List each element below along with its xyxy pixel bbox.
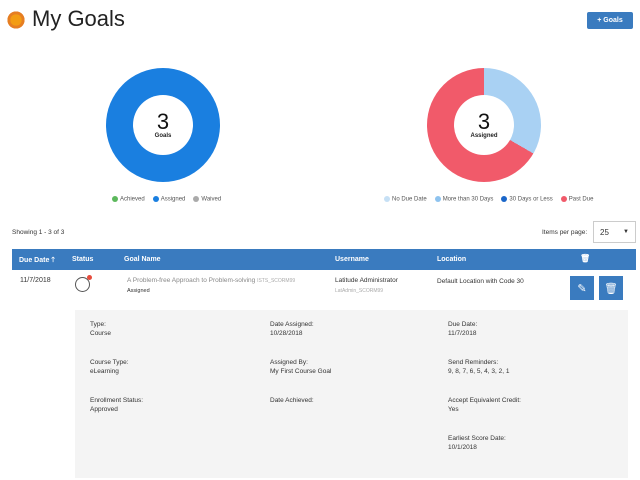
- col-status[interactable]: Status: [72, 256, 94, 263]
- assigned-label: Assigned: [470, 133, 498, 139]
- goal-status: Assigned: [127, 288, 150, 294]
- status-dot-icon: [87, 275, 92, 280]
- table-row: 11/7/2018 A Problem-free Approach to Pro…: [12, 270, 636, 306]
- goal-details-panel: Type: Course Date Assigned: 10/28/2018 Due…: [75, 310, 628, 478]
- showing-count: Showing 1 - 3 of 3: [12, 229, 65, 236]
- pencil-icon: ✎: [577, 282, 587, 295]
- username: Latitude Administrator: [335, 277, 398, 284]
- goals-legend: Achieved Assigned Waived: [112, 196, 221, 203]
- page-title: My Goals: [32, 6, 125, 31]
- sort-up-icon: 🡑: [51, 257, 55, 264]
- table-header: Due Date 🡑 Status Goal Name Username Loc…: [12, 249, 636, 270]
- assigned-donut: 3 Assigned: [427, 68, 541, 182]
- legend-item[interactable]: No Due Date: [384, 196, 427, 203]
- assigned-legend: No Due Date More than 30 Days 30 Days or…: [384, 196, 593, 203]
- legend-item[interactable]: Waived: [193, 196, 221, 203]
- flower-icon: [6, 10, 26, 30]
- col-location[interactable]: Location: [437, 256, 467, 263]
- legend-item[interactable]: Assigned: [152, 196, 185, 203]
- legend-item[interactable]: Achieved: [112, 196, 145, 203]
- legend-item[interactable]: More than 30 Days: [434, 196, 493, 203]
- assigned-count: 3: [477, 109, 491, 134]
- trash-icon: 🗑: [604, 282, 618, 295]
- legend-item[interactable]: Past Due: [560, 196, 593, 203]
- user-id: LatAdmin_SCORM99: [335, 288, 384, 294]
- goal-name-link[interactable]: A Problem-free Approach to Problem-solvi…: [127, 277, 296, 284]
- edit-button[interactable]: ✎: [570, 276, 594, 300]
- trash-icon[interactable]: 🗑: [580, 254, 591, 263]
- goals-donut: 3 Goals: [106, 68, 220, 182]
- items-per-page-select[interactable]: 25 ▼: [593, 221, 636, 243]
- due-date: 11/7/2018: [20, 277, 51, 284]
- delete-button[interactable]: 🗑: [599, 276, 623, 300]
- legend-item[interactable]: 30 Days or Less: [501, 196, 553, 203]
- location: Default Location with Code 30: [437, 278, 524, 285]
- col-goal-name[interactable]: Goal Name: [124, 256, 161, 263]
- goals-label: Goals: [154, 133, 172, 139]
- status-ring-icon: [75, 277, 90, 292]
- col-username[interactable]: Username: [335, 256, 369, 263]
- add-goal-button[interactable]: + Goals: [587, 12, 633, 29]
- col-due-date[interactable]: Due Date 🡑: [19, 257, 55, 264]
- chevron-down-icon: ▼: [623, 229, 629, 235]
- goals-count: 3: [156, 109, 170, 134]
- items-per-page-label: Items per page:: [542, 229, 588, 236]
